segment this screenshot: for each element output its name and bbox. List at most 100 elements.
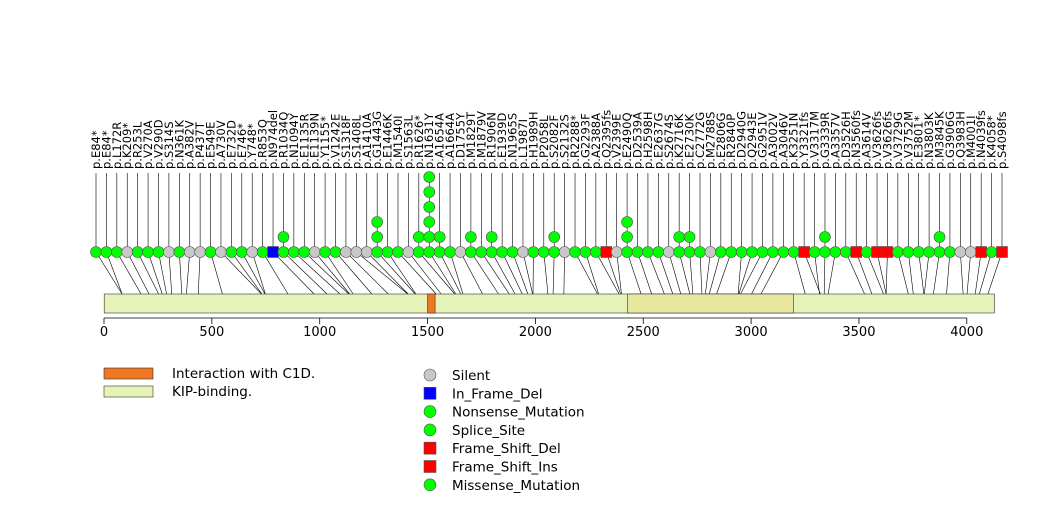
- mutation-label: p.Y3321fs: [797, 112, 811, 169]
- x-tick-label: 3000: [735, 325, 768, 340]
- legend-type-swatch: [423, 441, 437, 455]
- mutation-marker: [548, 246, 561, 258]
- legend-type-label: Nonsense_Mutation: [452, 405, 585, 421]
- mutation-marker: [111, 246, 123, 258]
- mutation-marker: [517, 246, 529, 258]
- mutation-marker: [329, 246, 342, 258]
- mutation-label: p.R1034Q: [276, 112, 290, 169]
- mutation-marker: [235, 246, 248, 258]
- mutation-marker: [496, 246, 508, 258]
- mutation-label: p.V3626fs: [870, 111, 884, 169]
- stem-line: [303, 173, 350, 295]
- protein-track: [103, 293, 995, 314]
- mutation-label: p.E1139N: [308, 113, 322, 169]
- mutation-label: p.L1987I: [516, 119, 530, 169]
- mutation-marker: [558, 246, 571, 258]
- x-tick-label: 2000: [519, 325, 552, 340]
- stem-line: [387, 173, 417, 295]
- mutation-label: p.E2806G: [714, 113, 728, 169]
- mutation-marker: [590, 246, 602, 258]
- stem-line: [563, 173, 565, 295]
- x-tick-label: 0: [100, 325, 108, 340]
- mutation-label: p.R1626*: [412, 115, 426, 169]
- mutation-marker: [683, 231, 696, 243]
- mutation-marker: [371, 246, 383, 258]
- mutation-label: p.P2058L: [537, 115, 551, 169]
- mutation-marker: [798, 246, 810, 258]
- mutation-marker: [819, 231, 831, 243]
- stem-line: [595, 173, 620, 295]
- legend-type-swatch: [423, 405, 437, 418]
- mutation-marker: [350, 246, 363, 258]
- stem-line: [345, 173, 389, 295]
- mutation-label: p.Q2395fs: [599, 110, 613, 169]
- mutation-label: p.E1939D: [495, 113, 509, 169]
- mutation-marker: [308, 246, 321, 258]
- mutation-marker: [371, 231, 383, 243]
- mutation-label: p.N974del: [266, 110, 280, 169]
- mutation-marker: [673, 246, 685, 258]
- legend-domain-swatch: [103, 385, 154, 398]
- stem-line: [946, 173, 951, 295]
- mutation-marker: [90, 246, 102, 258]
- mutation-marker: [892, 246, 904, 258]
- stem-line: [512, 173, 529, 295]
- mutation-label: p.E2637G: [651, 113, 665, 169]
- stem-line: [168, 173, 173, 295]
- mutation-label: p.E732D: [224, 120, 238, 169]
- stem-line: [897, 173, 909, 295]
- mutation-marker: [694, 246, 706, 258]
- mutation-label: p.K3251N: [787, 113, 801, 169]
- stem-line: [543, 173, 549, 295]
- mutation-label: p.N1631Y: [422, 112, 436, 169]
- stem-line: [293, 173, 341, 295]
- stem-line: [210, 173, 223, 295]
- mutation-label: p.R2840P: [724, 114, 738, 169]
- mutation-label: p.E549E: [204, 122, 218, 169]
- stem-line: [918, 173, 925, 295]
- mutation-label: p.A730V: [214, 120, 228, 169]
- mutation-label: p.N1965S: [506, 113, 520, 169]
- mutation-marker: [371, 216, 383, 228]
- stem-line: [186, 173, 191, 295]
- mutation-marker: [215, 246, 227, 258]
- stem-layer: [95, 173, 1003, 295]
- mutation-marker: [777, 246, 790, 258]
- mutation-label: p.E1446K: [381, 114, 395, 169]
- mutation-marker: [413, 246, 425, 258]
- mutation-label: p.D2539A: [631, 112, 645, 169]
- mutation-label: p.R1906N: [485, 112, 499, 169]
- mutation-label: p.A1654A: [433, 113, 447, 169]
- stem-line: [241, 173, 266, 295]
- mutation-marker: [423, 201, 436, 213]
- mutation-marker: [829, 246, 842, 258]
- legend-domain-label: Interaction with C1D.: [172, 366, 315, 382]
- x-tick-label: 2500: [627, 325, 660, 340]
- mutation-label: p.V290D: [151, 119, 165, 169]
- mutation-label: p.H2598H: [641, 111, 655, 169]
- mutation-marker: [131, 246, 144, 258]
- stem-line: [793, 173, 806, 295]
- stem-line: [251, 173, 266, 295]
- stem-line: [449, 173, 464, 295]
- mutation-label: p.D3526H: [839, 111, 853, 169]
- mutation-marker: [246, 246, 259, 258]
- mutation-marker: [912, 246, 925, 258]
- legend-type-swatch: [423, 478, 437, 492]
- x-tick-label: 1000: [303, 325, 336, 340]
- mutation-marker: [204, 246, 217, 258]
- mutation-marker: [288, 246, 300, 258]
- mutation-label: p.Y1155*: [318, 116, 332, 169]
- mutation-label: p.M1829T: [464, 111, 478, 169]
- mutation-marker: [423, 246, 436, 258]
- mutation-label: p.Y748*: [245, 123, 259, 169]
- mutation-marker: [819, 246, 831, 258]
- stem-line: [924, 173, 930, 295]
- mutation-marker: [600, 246, 613, 258]
- mutation-marker: [454, 246, 467, 258]
- stem-line: [708, 173, 722, 295]
- stem-line: [885, 173, 888, 295]
- mutation-marker: [839, 246, 852, 258]
- mutation-label: p.S2132S: [558, 114, 572, 169]
- marker-layer: [90, 171, 1008, 258]
